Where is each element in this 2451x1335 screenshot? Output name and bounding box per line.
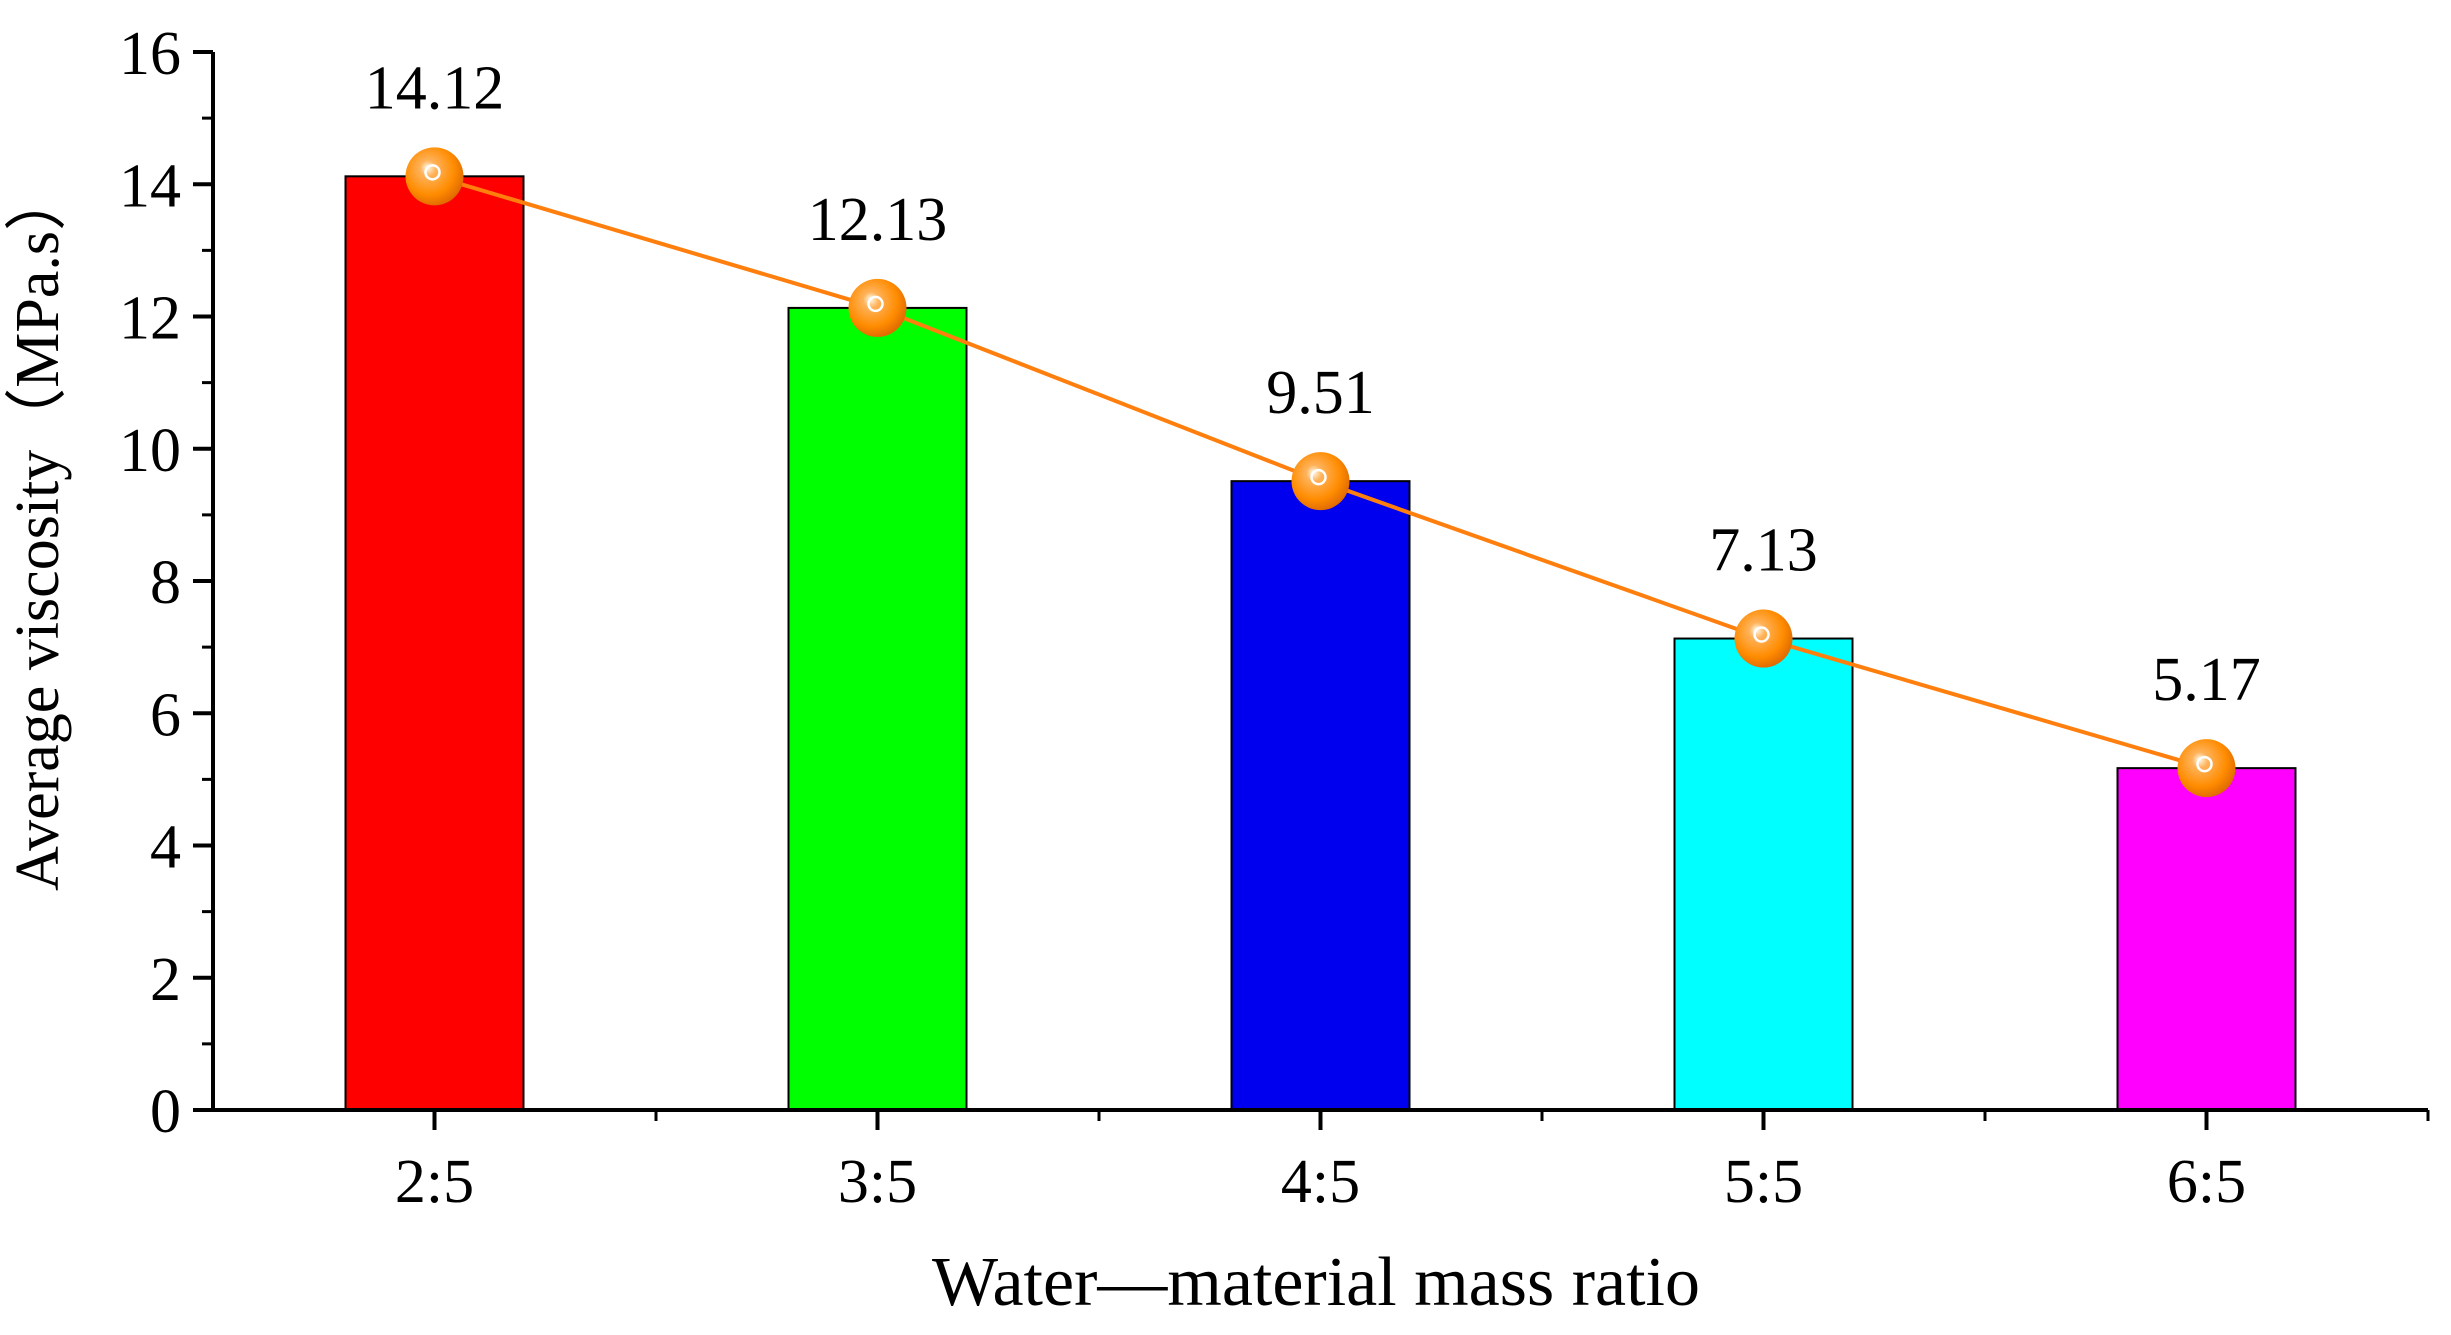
bar-6-5 <box>2116 767 2297 1111</box>
y-tick-label: 12 <box>119 285 181 353</box>
y-tick-label: 2 <box>150 946 181 1014</box>
x-tick-label: 6:5 <box>2167 1148 2246 1216</box>
data-label-4-5: 9.51 <box>1266 359 1375 427</box>
x-tick-label: 2:5 <box>395 1148 474 1216</box>
line-marker-6-5 <box>2177 739 2236 798</box>
bar-4-5 <box>1230 480 1411 1111</box>
y-tick-label: 16 <box>119 20 181 88</box>
data-label-2-5: 14.12 <box>365 54 505 122</box>
data-label-5-5: 7.13 <box>1709 517 1818 585</box>
x-tick-label: 5:5 <box>1724 1148 1803 1216</box>
line-marker-2-5 <box>405 147 464 206</box>
x-tick-label: 3:5 <box>838 1148 917 1216</box>
axes-group: 0 2 4 6 8 10 12 14 16 2:5 3:5 4:5 5:5 6:5 <box>119 20 2430 1216</box>
y-axis-title: Average viscosity（MPa.s） <box>4 169 72 891</box>
data-labels-group: 14.12 12.13 9.51 7.13 5.17 <box>365 54 2261 714</box>
bars-group <box>344 175 2297 1111</box>
line-marker-5-5 <box>1734 609 1793 668</box>
y-tick-label: 0 <box>150 1078 181 1146</box>
marker-highlight <box>867 295 884 313</box>
y-tick-label: 14 <box>119 152 181 220</box>
line-marker-3-5 <box>848 278 907 337</box>
bar-2-5 <box>344 175 525 1111</box>
x-axis-title: Water—material mass ratio <box>932 1244 1700 1321</box>
y-tick-label: 4 <box>150 814 181 882</box>
marker-highlight <box>1753 626 1770 643</box>
y-tick-label: 8 <box>150 549 181 617</box>
y-tick-label: 6 <box>150 681 181 749</box>
marker-highlight <box>2196 755 2213 773</box>
bar-3-5 <box>787 306 968 1111</box>
marker-highlight <box>1310 468 1327 486</box>
y-tick-label: 10 <box>119 417 181 485</box>
line-marker-4-5 <box>1291 452 1350 511</box>
marker-highlight <box>424 164 441 181</box>
data-label-3-5: 12.13 <box>808 186 948 254</box>
trend-line-group <box>405 147 2236 798</box>
x-tick-label: 4:5 <box>1281 1148 1360 1216</box>
bar-5-5 <box>1673 637 1854 1111</box>
data-label-6-5: 5.17 <box>2152 646 2261 714</box>
